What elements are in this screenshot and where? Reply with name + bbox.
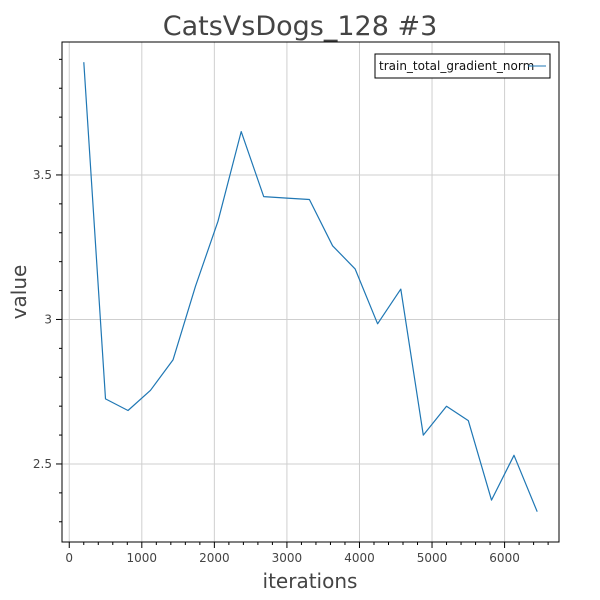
x-axis-label: iterations	[263, 569, 358, 593]
x-tick-label: 3000	[272, 551, 303, 565]
series-line	[83, 62, 538, 512]
y-axis-label: value	[7, 265, 31, 320]
x-tick-label: 6000	[489, 551, 520, 565]
y-tick-label: 3	[44, 312, 52, 326]
chart-title: CatsVsDogs_128 #3	[163, 11, 438, 42]
axes: 0 1000 2000 3000 4000 5000 6000 2.5 3 3.5	[33, 58, 549, 565]
y-tick-label: 2.5	[33, 457, 52, 471]
series-layer	[83, 62, 538, 512]
legend-label: train_total_gradient_norm	[379, 59, 534, 73]
x-tick-label: 4000	[344, 551, 375, 565]
legend-box	[374, 53, 551, 79]
x-tick-label: 0	[65, 551, 73, 565]
plot-area	[61, 41, 560, 543]
grid	[62, 42, 559, 542]
x-tick-label: 1000	[127, 551, 158, 565]
x-tick-label: 5000	[417, 551, 448, 565]
legend: train_total_gradient_norm	[374, 53, 551, 79]
y-tick-label: 3.5	[33, 168, 52, 182]
x-tick-label: 2000	[199, 551, 230, 565]
